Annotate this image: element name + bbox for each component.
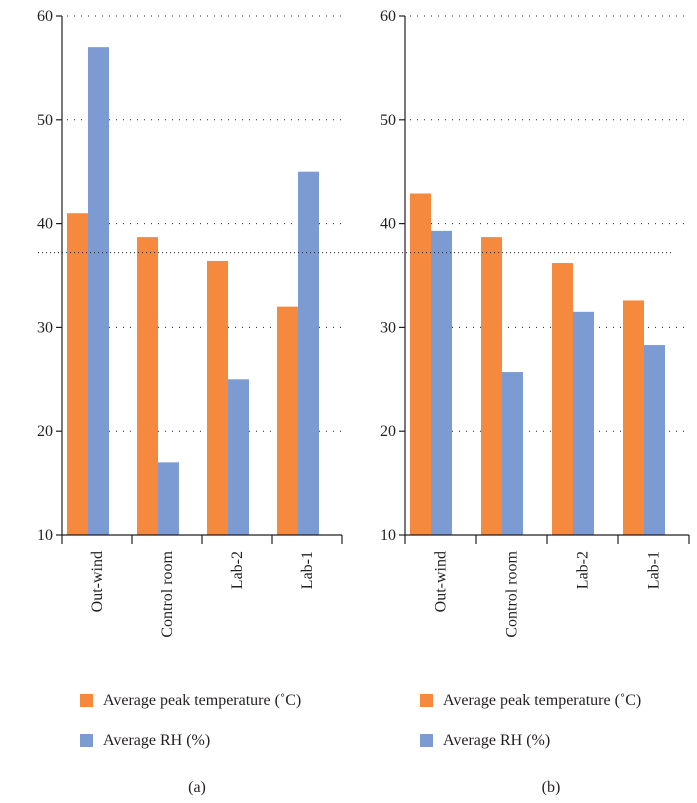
legend-swatch (420, 694, 433, 707)
legend-label: Average RH (%) (103, 732, 210, 749)
y-tick-label: 30 (37, 319, 53, 336)
bar-control-room-temperature (137, 237, 158, 535)
chart-panel-a: 10 20 30 40 50 60 Out-wind Control room Lab-2 Lab… (37, 8, 343, 796)
legend-swatch (80, 734, 93, 747)
bar-out-wind-rh (431, 230, 452, 535)
bar-lab-2-temperature (207, 260, 228, 535)
legend-label: Average RH (%) (443, 732, 550, 749)
y-tick-label: 20 (37, 423, 53, 440)
bar-out-wind-rh (88, 47, 109, 535)
y-tick-label: 40 (37, 216, 53, 233)
y-tick-label: 30 (380, 319, 396, 336)
bar-out-wind-temperature (67, 213, 88, 535)
bar-lab-2-rh (228, 379, 249, 535)
legend-swatch (80, 694, 93, 707)
y-tick-label: 10 (37, 527, 53, 544)
x-tick-label: Lab-2 (229, 551, 246, 589)
x-tick-label: Control room (159, 550, 176, 637)
x-tick-label: Out-wind (89, 551, 106, 612)
y-tick-label: 20 (380, 423, 396, 440)
chart-panel-b: 10 20 30 40 50 60 Out-wind Control room Lab-2 Lab… (380, 8, 690, 796)
bar-lab-1-temperature (623, 300, 644, 535)
bar-control-room-rh (158, 462, 179, 535)
y-tick-label: 60 (380, 8, 396, 25)
bar-control-room-rh (502, 372, 523, 535)
bar-lab-1-rh (644, 345, 665, 535)
x-tick-label: Lab-1 (299, 551, 316, 589)
y-tick-label: 40 (380, 216, 396, 233)
bar-lab-2-temperature (552, 263, 573, 535)
bar-out-wind-temperature (410, 193, 431, 536)
bar-control-room-temperature (481, 237, 502, 535)
bar-lab-1-temperature (277, 306, 298, 535)
y-tick-label: 10 (380, 527, 396, 544)
panel-label: (a) (188, 779, 206, 796)
bar-lab-1-rh (298, 171, 319, 535)
legend-swatch (420, 734, 433, 747)
x-tick-label: Out-wind (433, 551, 450, 612)
y-tick-label: 50 (380, 112, 396, 129)
x-tick-label: Lab-1 (646, 551, 663, 589)
bar-lab-2-rh (573, 311, 594, 535)
y-tick-label: 60 (37, 8, 53, 25)
panel-label: (b) (542, 779, 561, 796)
legend-label: Average peak temperature (˚C) (443, 692, 641, 709)
y-tick-label: 50 (37, 112, 53, 129)
legend-label: Average peak temperature (˚C) (103, 692, 301, 709)
x-tick-label: Lab-2 (575, 551, 592, 589)
x-tick-label: Control room (504, 550, 521, 637)
